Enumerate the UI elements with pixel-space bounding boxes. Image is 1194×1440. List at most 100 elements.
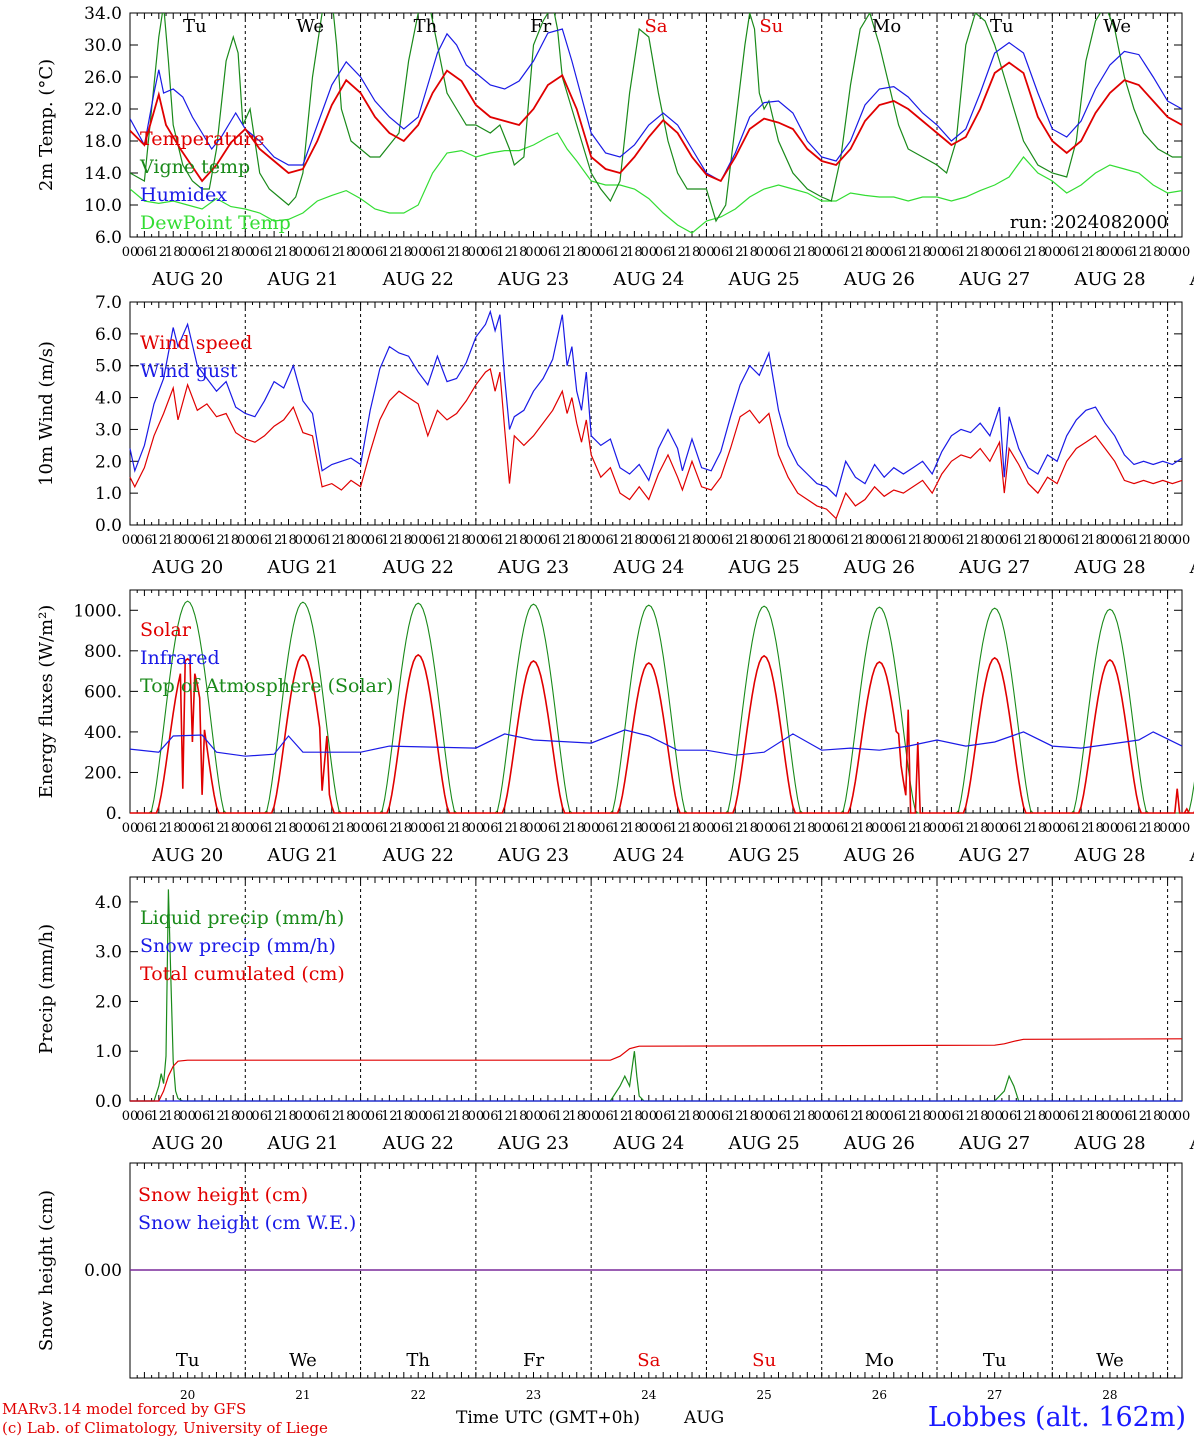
hour-tick-label: 18 (1030, 1109, 1047, 1124)
hour-tick-label: 00 (525, 533, 542, 548)
legend-entry: Top of Atmosphere (Solar) (140, 675, 393, 697)
hour-tick-label: 12 (727, 245, 744, 260)
hour-tick-label: 18 (396, 245, 413, 260)
date-label: AUG 29 (1189, 845, 1194, 866)
temp-series-0 (130, 61, 1182, 183)
date-label: AUG 25 (727, 557, 799, 578)
hour-tick-label: 12 (381, 245, 398, 260)
hour-tick-label: 06 (828, 533, 845, 548)
hour-tick-label: 06 (367, 245, 384, 260)
y-tick-label: 400. (84, 723, 122, 743)
hour-tick-label: 18 (568, 533, 585, 548)
hour-tick-label: 18 (453, 245, 470, 260)
dow-label-top: Mo (872, 16, 901, 37)
legend-entry: Snow precip (mm/h) (140, 935, 336, 957)
hour-tick-label: 18 (280, 533, 297, 548)
hour-tick-label: 12 (151, 821, 168, 836)
hour-tick-label: 18 (223, 821, 240, 836)
hour-tick-label: 06 (943, 245, 960, 260)
model-credit: MARv3.14 model forced by GFS (c) Lab. of… (2, 1400, 328, 1438)
hour-tick-label: 12 (1073, 1109, 1090, 1124)
dow-label-bottom: Tu (983, 1350, 1007, 1371)
y-tick-label: 1.0 (95, 484, 122, 504)
hour-tick-label: 18 (1145, 821, 1162, 836)
hour-tick-label: 12 (323, 1109, 340, 1124)
month-label: AUG (684, 1408, 725, 1428)
hour-tick-label: 18 (684, 533, 701, 548)
date-label: AUG 20 (151, 269, 223, 290)
legend-entry: Infrared (140, 647, 220, 669)
hour-tick-label: 12 (554, 245, 571, 260)
hour-tick-label: 18 (799, 533, 816, 548)
hour-tick-label: 00 (237, 821, 254, 836)
hour-tick-label: 06 (1001, 245, 1018, 260)
hour-tick-label: 12 (266, 1109, 283, 1124)
hour-tick-label: 06 (655, 1109, 672, 1124)
y-tick-label: 7.0 (95, 293, 122, 313)
hour-tick-label: 18 (568, 821, 585, 836)
hour-tick-label: 12 (323, 245, 340, 260)
dow-label-bottom: We (1096, 1350, 1124, 1371)
legend-entry: Temperature (140, 128, 264, 150)
hour-tick-label: 06 (309, 533, 326, 548)
hour-tick-label: 00 (1102, 1109, 1119, 1124)
hour-tick-label: 00 (1174, 533, 1191, 548)
hour-tick-label: 12 (785, 245, 802, 260)
hour-tick-label: 18 (511, 245, 528, 260)
hour-tick-label: 12 (439, 1109, 456, 1124)
hour-tick-label: 12 (958, 533, 975, 548)
hour-tick-label: 00 (179, 1109, 196, 1124)
hour-tick-label: 00 (1044, 533, 1061, 548)
hour-tick-label: 12 (1015, 245, 1032, 260)
y-tick-label: 4.0 (95, 893, 122, 913)
hour-tick-label: 12 (727, 1109, 744, 1124)
hour-tick-label: 00 (871, 1109, 888, 1124)
liquid-precip-line (130, 889, 1182, 1102)
hour-tick-label: 00 (468, 1109, 485, 1124)
date-label: AUG 25 (727, 1133, 799, 1154)
solar-line (130, 653, 1194, 814)
y-tick-label: 6.0 (95, 325, 122, 345)
date-label: AUG 23 (497, 1133, 569, 1154)
hour-tick-label: 06 (482, 245, 499, 260)
legend-entry: Snow height (cm W.E.) (138, 1212, 356, 1234)
hour-tick-label: 00 (525, 245, 542, 260)
hour-tick-label: 00 (122, 1109, 139, 1124)
hour-tick-label: 18 (511, 533, 528, 548)
hour-tick-label: 06 (136, 821, 153, 836)
y-tick-label: 800. (84, 642, 122, 662)
date-label: AUG 22 (382, 269, 454, 290)
hour-tick-label: 18 (1087, 533, 1104, 548)
hour-tick-label: 12 (612, 533, 629, 548)
hour-tick-label: 00 (986, 1109, 1003, 1124)
run-annotation: run: 2024082000 (1010, 212, 1168, 233)
hour-tick-label: 06 (1058, 533, 1075, 548)
legend-entry: Humidex (140, 184, 227, 206)
hour-tick-label: 18 (626, 821, 643, 836)
hour-tick-label: 06 (251, 821, 268, 836)
hour-tick-label: 06 (1116, 821, 1133, 836)
hour-tick-label: 12 (612, 821, 629, 836)
hour-tick-label: 12 (1015, 821, 1032, 836)
hour-tick-label: 12 (496, 1109, 513, 1124)
hour-tick-label: 00 (813, 1109, 830, 1124)
hour-tick-label: 18 (1145, 533, 1162, 548)
hour-tick-label: 18 (165, 245, 182, 260)
date-label: AUG 24 (612, 269, 684, 290)
hour-tick-label: 00 (1174, 1109, 1191, 1124)
hour-tick-label: 00 (525, 821, 542, 836)
hour-tick-label: 18 (396, 821, 413, 836)
hour-tick-label: 00 (929, 245, 946, 260)
hour-tick-label: 06 (943, 533, 960, 548)
hour-tick-label: 00 (986, 821, 1003, 836)
hour-tick-label: 06 (424, 533, 441, 548)
y-axis-label-3: Precip (mm/h) (36, 924, 57, 1054)
date-label: AUG 24 (612, 1133, 684, 1154)
hour-tick-label: 12 (727, 533, 744, 548)
day-number-label: 27 (987, 1388, 1002, 1402)
hour-tick-label: 12 (958, 821, 975, 836)
hour-tick-label: 06 (309, 245, 326, 260)
hour-tick-label: 00 (1102, 533, 1119, 548)
day-number-label: 26 (872, 1388, 887, 1402)
hour-tick-label: 06 (828, 245, 845, 260)
